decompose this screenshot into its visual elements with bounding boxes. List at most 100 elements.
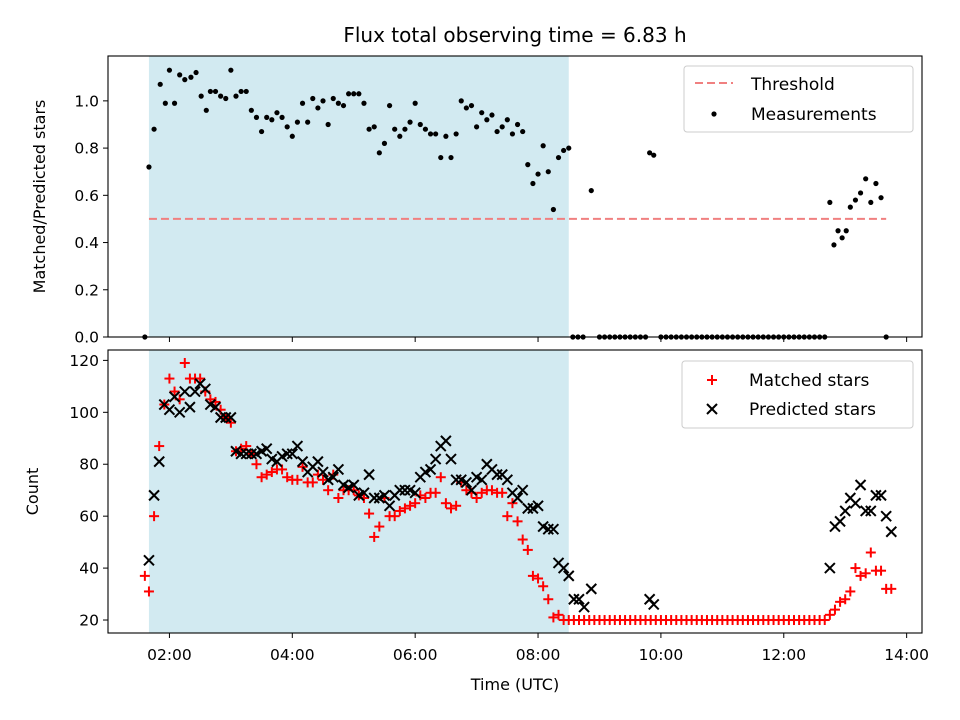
predicted-star-point bbox=[875, 489, 887, 502]
predicted-star-point bbox=[885, 526, 897, 538]
legend-predicted-swatch bbox=[706, 403, 718, 415]
measurement-point bbox=[325, 121, 331, 128]
predicted-star-point bbox=[470, 471, 483, 483]
measurement-point bbox=[258, 128, 265, 135]
measurement-point bbox=[489, 112, 495, 118]
y-tick-label: 1.0 bbox=[74, 92, 99, 110]
measurement-point bbox=[878, 195, 884, 201]
measurement-point bbox=[376, 150, 382, 156]
measurement-point bbox=[315, 105, 321, 111]
predicted-star-point bbox=[481, 458, 493, 470]
measurement-point bbox=[412, 100, 418, 106]
measurement-point bbox=[207, 88, 213, 95]
predicted-star-point bbox=[648, 598, 660, 611]
x-axis-label: Time (UTC) bbox=[470, 675, 559, 694]
x-tick-label: 12:00 bbox=[761, 646, 806, 664]
measurement-point bbox=[397, 133, 403, 139]
predicted-star-point bbox=[163, 404, 176, 416]
predicted-star-point bbox=[854, 479, 867, 491]
legend-matched-label: Matched stars bbox=[749, 371, 869, 391]
predicted-star-point bbox=[383, 500, 396, 512]
x-tick-label: 02:00 bbox=[147, 646, 192, 664]
predicted-star-point bbox=[424, 463, 437, 476]
measurement-point bbox=[243, 88, 249, 95]
predicted-star-point bbox=[460, 476, 473, 489]
measurement-point bbox=[340, 102, 347, 109]
predicted-star-point bbox=[245, 448, 258, 460]
measurement-point bbox=[561, 147, 567, 154]
measurement-point bbox=[868, 199, 874, 206]
predicted-star-point bbox=[450, 474, 462, 486]
predicted-star-point bbox=[317, 466, 329, 478]
predicted-star-point bbox=[209, 401, 222, 413]
y-tick-label: 0.8 bbox=[74, 140, 99, 158]
measurement-point bbox=[146, 164, 152, 170]
measurement-point bbox=[264, 114, 270, 120]
measurement-point bbox=[166, 67, 173, 73]
predicted-star-point bbox=[240, 448, 252, 460]
measurement-point bbox=[305, 119, 311, 125]
measurement-point bbox=[520, 128, 526, 135]
measurement-point bbox=[422, 126, 429, 132]
measurement-point bbox=[320, 98, 326, 104]
measurement-point bbox=[468, 102, 475, 109]
predicted-star-point bbox=[368, 492, 380, 504]
bottom-x-ticks: 02:00 04:00 06:00 08:00 10:00 12:00 14:00 bbox=[147, 633, 929, 664]
predicted-star-point bbox=[516, 484, 529, 496]
predicted-star-point bbox=[194, 378, 206, 390]
predicted-star-point bbox=[568, 593, 580, 605]
measurement-point bbox=[647, 150, 653, 156]
measurement-point bbox=[346, 91, 352, 97]
measurement-point bbox=[566, 145, 572, 151]
predicted-star-point bbox=[506, 487, 519, 499]
predicted-star-point bbox=[296, 455, 309, 468]
measurement-point bbox=[873, 180, 879, 187]
measurement-point bbox=[182, 77, 188, 83]
predicted-star-point bbox=[220, 411, 232, 424]
predicted-star-point bbox=[378, 489, 391, 502]
predicted-star-point bbox=[199, 383, 211, 395]
legend-measurements-label: Measurements bbox=[751, 105, 877, 125]
predicted-star-point bbox=[158, 398, 171, 411]
measurement-point bbox=[386, 102, 393, 109]
predicted-star-point bbox=[870, 489, 882, 502]
measurement-point bbox=[294, 119, 301, 125]
predicted-star-point bbox=[522, 502, 534, 515]
predicted-star-point bbox=[394, 484, 406, 496]
measurement-point bbox=[438, 154, 444, 161]
measurement-point bbox=[310, 95, 316, 102]
predicted-stars-series bbox=[143, 378, 897, 613]
measurement-point bbox=[212, 88, 219, 95]
measurement-point bbox=[269, 117, 275, 123]
bottom-panel: 20 40 60 80 100 120 02:00 04:00 06:00 08:00 10:00… bbox=[23, 349, 929, 694]
measurement-point bbox=[509, 131, 516, 137]
predicted-star-point bbox=[880, 510, 892, 522]
bottom-axes-frame bbox=[107, 349, 923, 634]
bottom-legend: Matched stars Predicted stars bbox=[681, 360, 914, 429]
measurement-point bbox=[233, 93, 239, 99]
measurement-point bbox=[279, 114, 285, 120]
legend-predicted-label: Predicted stars bbox=[749, 400, 876, 420]
measurement-point bbox=[198, 93, 204, 99]
measurement-point bbox=[284, 124, 290, 130]
predicted-star-point bbox=[501, 474, 514, 486]
predicted-star-point bbox=[230, 445, 242, 457]
measurement-point bbox=[371, 124, 377, 130]
predicted-star-point bbox=[542, 523, 554, 535]
x-tick-label: 04:00 bbox=[270, 646, 315, 664]
predicted-star-point bbox=[168, 391, 181, 403]
measurement-point bbox=[335, 100, 341, 106]
measurement-point bbox=[299, 100, 306, 106]
measurement-point bbox=[453, 131, 459, 137]
measurement-point bbox=[351, 91, 357, 97]
predicted-star-point bbox=[214, 411, 227, 424]
predicted-star-point bbox=[429, 453, 442, 465]
predicted-star-point bbox=[184, 401, 196, 413]
measurement-point bbox=[223, 95, 229, 102]
predicted-star-point bbox=[358, 487, 370, 499]
predicted-star-point bbox=[153, 455, 165, 468]
measurement-point bbox=[504, 117, 510, 123]
predicted-star-point bbox=[486, 463, 498, 476]
predicted-star-point bbox=[173, 406, 186, 419]
measurement-point bbox=[852, 197, 859, 203]
